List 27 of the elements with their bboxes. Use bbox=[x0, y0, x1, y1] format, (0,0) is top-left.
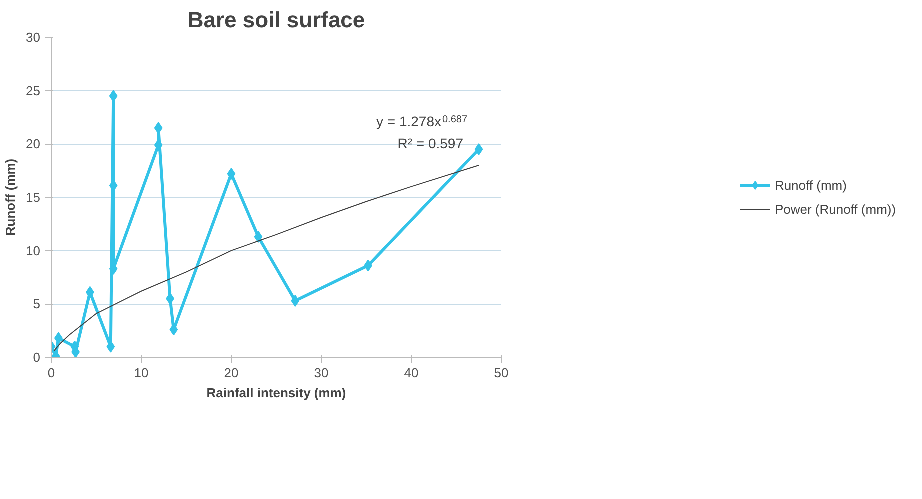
annotation: R² = 0.597 bbox=[398, 136, 464, 152]
y-tick-label: 0 bbox=[33, 350, 41, 365]
y-tick-label: 5 bbox=[33, 296, 41, 312]
point bbox=[109, 90, 118, 102]
x-tick-label: 40 bbox=[404, 366, 419, 380]
legend-label: Power (Runoff (mm)) bbox=[774, 202, 896, 216]
chart-title: Bare soil surface bbox=[188, 8, 366, 32]
point bbox=[154, 122, 163, 134]
y-axis-title: Runoff (mm) bbox=[3, 158, 18, 236]
point bbox=[154, 139, 163, 152]
point bbox=[227, 168, 236, 180]
x-tick-label: 50 bbox=[494, 366, 509, 380]
y-tick-label: 15 bbox=[26, 190, 41, 205]
x-tick-label: 0 bbox=[48, 366, 56, 380]
x-tick-label: 30 bbox=[314, 366, 329, 380]
x-tick-label: 10 bbox=[134, 366, 149, 380]
point bbox=[291, 294, 300, 307]
y-tick-label: 25 bbox=[26, 83, 41, 98]
point bbox=[106, 340, 116, 353]
y-tick-label: 30 bbox=[26, 30, 41, 45]
point bbox=[254, 230, 263, 243]
x-tick-label: 20 bbox=[224, 366, 239, 380]
x-axis-title: Rainfall intensity (mm) bbox=[206, 386, 346, 400]
point bbox=[474, 144, 484, 156]
legend-label: Runoff (mm) bbox=[774, 178, 847, 192]
y-tick-label: 10 bbox=[26, 243, 41, 258]
y-tick-label: 20 bbox=[26, 136, 41, 152]
